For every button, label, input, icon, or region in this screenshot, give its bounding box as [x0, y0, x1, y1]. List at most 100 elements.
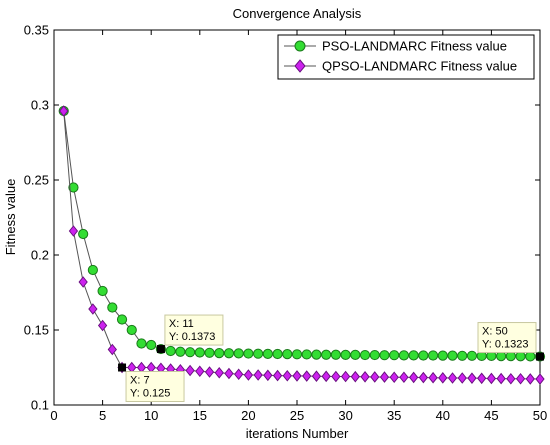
data-point-qpso — [525, 373, 535, 385]
data-point-pso — [253, 348, 264, 359]
data-point-pso — [126, 324, 137, 336]
data-point-pso — [146, 339, 157, 351]
data-point-qpso — [408, 371, 419, 384]
x-tick-label: 45 — [484, 408, 498, 423]
data-point-pso — [330, 349, 341, 360]
data-point-pso — [379, 350, 390, 361]
data-point-qpso — [447, 372, 458, 384]
data-point-pso — [116, 314, 128, 325]
data-point-qpso — [477, 372, 487, 385]
data-point-qpso — [321, 370, 331, 383]
data-point-qpso — [263, 369, 273, 382]
data-point-pso — [68, 182, 79, 193]
series-layer — [58, 105, 546, 385]
plot-area: 0 5 10 15 20 25 30 35 40 45 50 0.10.150.20.250.30.… — [24, 23, 548, 424]
y-axis: 0.1 0.15 0.2 0.25 0.3 0.35 — [24, 23, 540, 413]
data-point-pso — [272, 348, 283, 360]
legend-label-pso: PSO-LANDMARC Fitness value — [322, 39, 507, 54]
data-point-qpso — [59, 105, 69, 117]
x-tick-label: 5 — [99, 408, 106, 423]
data-point-pso — [350, 349, 361, 360]
datatip-box — [164, 314, 224, 346]
data-point-qpso — [107, 343, 117, 356]
y-tick-label: 0.2 — [31, 248, 49, 263]
data-point-qpso — [360, 370, 370, 383]
data-point-qpso — [195, 365, 205, 378]
x-tick-label: 40 — [436, 408, 450, 423]
legend-marker-circle-icon — [294, 40, 306, 52]
data-point-qpso — [428, 371, 438, 384]
data-point-qpso — [389, 371, 399, 384]
x-tick-label: 10 — [144, 408, 158, 423]
legend-marker-diamond-icon — [294, 59, 306, 73]
data-point-qpso — [243, 369, 254, 381]
datatip-box — [125, 371, 185, 402]
data-point-qpso — [292, 370, 302, 382]
data-point-qpso — [253, 369, 263, 381]
data-point-pso — [214, 348, 225, 359]
data-point-pso — [204, 347, 215, 358]
datatip-y-text: Y: 0.125 — [130, 388, 170, 400]
data-point-qpso — [282, 369, 292, 382]
datatip-box — [477, 322, 537, 354]
y-tick-label: 0.15 — [24, 323, 49, 338]
x-tick-label: 20 — [241, 408, 255, 423]
data-point-qpso — [88, 303, 98, 315]
data-point-pso — [427, 350, 439, 361]
x-tick-label: 30 — [338, 408, 352, 423]
y-tick-label: 0.25 — [24, 173, 49, 188]
data-point-pso — [87, 264, 98, 276]
data-point-pso — [359, 349, 371, 361]
data-point-pso — [233, 348, 244, 359]
data-point-qpso — [535, 373, 545, 385]
data-point-qpso — [234, 368, 244, 381]
data-point-qpso — [350, 370, 360, 383]
x-tick-label: 25 — [290, 408, 304, 423]
data-point-pso — [136, 338, 147, 349]
datatip-y-text: Y: 0.1373 — [169, 331, 216, 343]
datatip-marker — [156, 345, 165, 354]
y-tick-label: 0.1 — [31, 398, 49, 413]
data-point-pso — [107, 302, 118, 313]
data-point-qpso — [214, 366, 224, 379]
data-point-pso — [184, 347, 196, 358]
data-point-qpso — [272, 369, 283, 382]
data-point-pso — [321, 349, 332, 360]
datatip-y-text: Y: 0.1323 — [482, 339, 529, 351]
data-point-pso — [437, 350, 448, 361]
data-point-qpso — [379, 371, 390, 383]
data-point-pso — [175, 346, 186, 357]
legend-label-qpso: QPSO-LANDMARC Fitness value — [322, 59, 517, 74]
datatip-x-text: X: 11 — [169, 318, 194, 330]
data-point-qpso — [204, 366, 215, 378]
data-point-pso — [525, 351, 536, 362]
chart-title: Convergence Analysis — [233, 6, 362, 21]
data-point-pso — [97, 285, 108, 297]
axes-box — [53, 29, 541, 406]
x-tick-label: 0 — [50, 408, 57, 423]
data-point-qpso — [467, 372, 477, 384]
data-point-pso — [408, 350, 419, 361]
data-point-qpso — [68, 225, 79, 237]
data-point-qpso — [224, 367, 234, 380]
data-point-pso — [457, 350, 468, 361]
data-point-qpso — [331, 370, 341, 383]
data-point-qpso — [515, 372, 526, 385]
datatip-marker — [118, 363, 127, 372]
data-point-pso — [301, 349, 312, 360]
data-point-pso — [418, 350, 429, 361]
data-point-qpso — [311, 370, 322, 383]
data-point-pso — [389, 350, 400, 361]
data-point-qpso — [302, 370, 312, 382]
data-point-pso — [262, 348, 273, 359]
datatip-marker — [536, 352, 544, 361]
datatip-layer: X: 7Y: 0.125 X: 11Y: 0.1373 X: 50Y: 0.1323 — [118, 314, 544, 402]
data-point-pso — [223, 348, 235, 359]
y-tick-label: 0.3 — [31, 98, 49, 113]
datatip-x-text: X: 50 — [482, 326, 508, 338]
x-tick-label: 50 — [533, 408, 547, 423]
data-point-pso — [340, 349, 351, 360]
data-point-pso — [311, 349, 322, 360]
datatip-x-text: X: 7 — [130, 375, 150, 387]
